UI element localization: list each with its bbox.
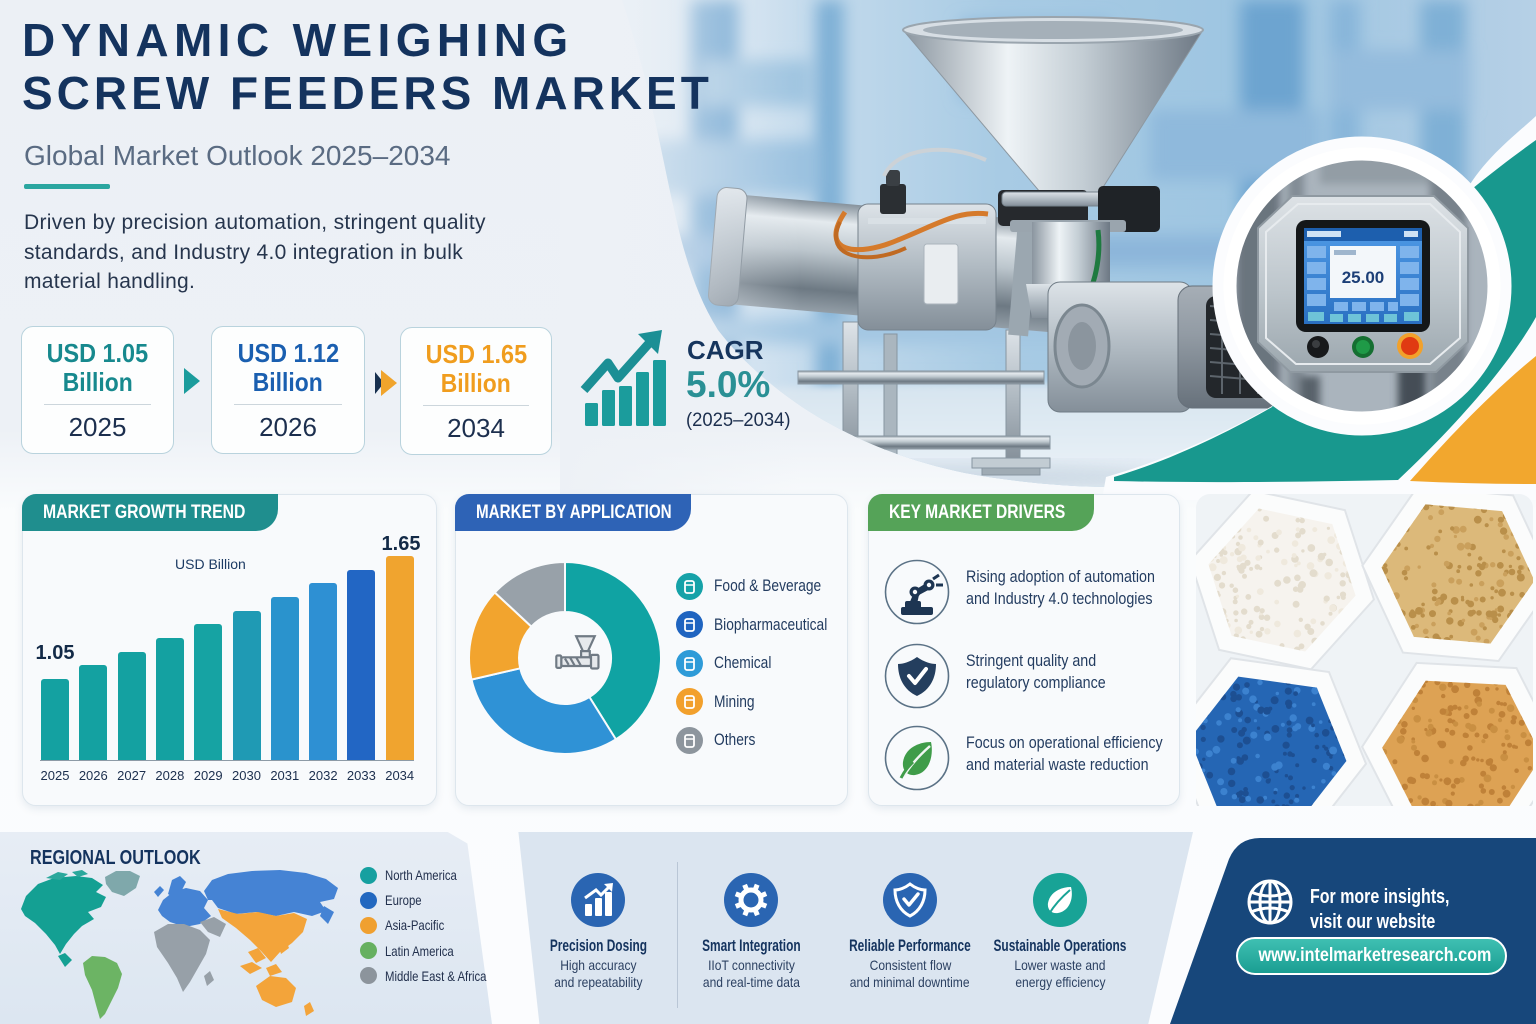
svg-text:25.00: 25.00	[1342, 268, 1385, 287]
